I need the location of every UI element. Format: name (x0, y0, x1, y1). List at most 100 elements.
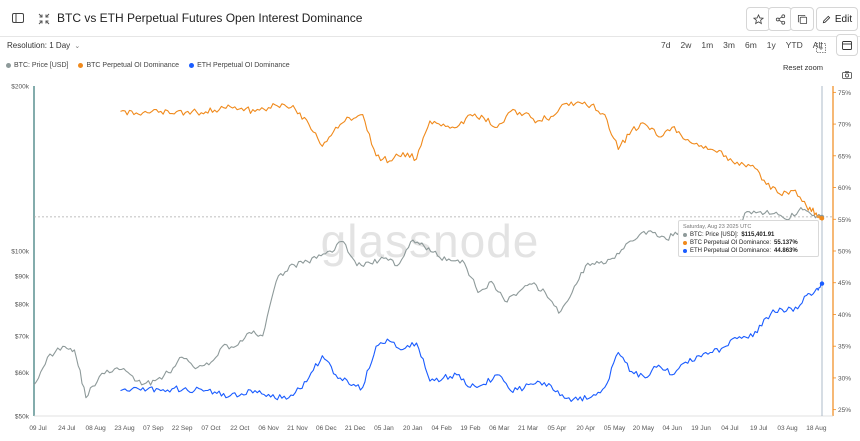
y-tick-label-right: 70% (838, 122, 851, 129)
y-tick-label-left: $80k (15, 302, 30, 309)
x-tick-label: 21 Dec (345, 425, 366, 432)
sidebar-toggle-button[interactable] (7, 7, 29, 29)
x-tick-label: 22 Sep (172, 425, 193, 432)
calendar-icon (842, 41, 852, 50)
edit-button-label: Edit (834, 13, 853, 25)
x-tick-label: 24 Jul (58, 425, 76, 432)
x-tick-label: 06 Nov (258, 425, 279, 432)
legend-label: ETH Perpetual OI Dominance (197, 62, 290, 69)
x-tick-label: 04 Jul (721, 425, 739, 432)
y-tick-label-right: 45% (838, 280, 851, 287)
sidebar-icon (12, 13, 24, 23)
page-title: BTC vs ETH Perpetual Futures Open Intere… (57, 11, 363, 25)
range-7d[interactable]: 7d (661, 40, 671, 50)
series-point-2 (819, 281, 825, 286)
y-tick-label-right: 35% (838, 344, 851, 351)
x-tick-label: 21 Nov (287, 425, 308, 432)
x-tick-label: 19 Feb (460, 425, 481, 432)
chart-legend: BTC: Price [USD] BTC Perpetual OI Domina… (6, 62, 290, 69)
x-tick-label: 19 Jun (691, 425, 711, 432)
edit-button[interactable]: Edit (816, 7, 858, 31)
range-ytd[interactable]: YTD (785, 40, 803, 50)
series-point-0 (819, 214, 825, 220)
x-tick-label: 04 Jun (662, 425, 682, 432)
legend-label: BTC: Price [USD] (14, 62, 69, 69)
y-tick-label-right: 75% (838, 90, 851, 97)
legend-dot (189, 63, 195, 68)
y-tick-label-right: 50% (838, 249, 851, 256)
range-6m[interactable]: 6m (744, 40, 757, 50)
x-tick-label: 20 Jan (403, 425, 423, 432)
resolution-select[interactable]: Resolution: 1 Day ⌄ (7, 41, 80, 50)
collapse-icon[interactable] (38, 12, 50, 25)
legend-label: BTC Perpetual OI Dominance (86, 62, 180, 69)
x-tick-label: 18 Aug (806, 425, 827, 432)
range-2w[interactable]: 2w (680, 40, 692, 50)
reset-zoom-button[interactable]: Reset zoom (783, 63, 824, 72)
y-tick-label-right: 30% (838, 375, 851, 382)
favorite-button[interactable] (746, 7, 770, 31)
x-tick-label: 20 May (633, 425, 655, 432)
tooltip-label: BTC: Price [USD]: (690, 232, 739, 238)
legend-item-btc-oi[interactable]: BTC Perpetual OI Dominance (78, 62, 179, 69)
star-icon (752, 13, 764, 24)
resolution-label: Resolution: 1 Day (7, 41, 71, 50)
x-tick-label: 05 May (604, 425, 626, 432)
y-tick-label-right: 60% (838, 185, 851, 192)
tooltip-row-btc-price: BTC: Price [USD]: $115,401.91 (683, 231, 814, 239)
series-line-1 (120, 101, 823, 220)
x-tick-label: 22 Oct (230, 425, 249, 432)
x-tick-label: 05 Apr (548, 425, 568, 432)
legend-item-eth-oi[interactable]: ETH Perpetual OI Dominance (189, 62, 290, 69)
tooltip-date: Saturday, Aug 23 2025 UTC (683, 224, 752, 230)
x-tick-label: 03 Aug (777, 425, 798, 432)
y-tick-label-right: 65% (838, 153, 851, 160)
tooltip-row-eth-oi: ETH Perpetual OI Dominance: 44.863% (683, 247, 814, 255)
series-point-1 (819, 216, 825, 221)
copy-icon (797, 14, 807, 24)
x-tick-label: 06 Dec (316, 425, 337, 432)
y-tick-label-left: $100k (11, 249, 29, 256)
share-button[interactable] (768, 7, 792, 31)
x-tick-label: 20 Apr (576, 425, 596, 432)
calendar-button[interactable] (836, 34, 858, 56)
top-bar: BTC vs ETH Perpetual Futures Open Intere… (0, 0, 860, 37)
custom-range-icon[interactable] (816, 40, 826, 53)
watermark: glassnode (321, 215, 540, 267)
x-tick-label: 09 Jul (29, 425, 47, 432)
series-line-2 (120, 283, 823, 402)
y-tick-label-left: $90k (15, 274, 30, 281)
range-1y[interactable]: 1y (766, 40, 776, 50)
range-1m[interactable]: 1m (701, 40, 714, 50)
camera-icon[interactable] (842, 66, 852, 79)
y-tick-label-right: 55% (838, 217, 851, 224)
x-tick-label: 07 Oct (201, 425, 220, 432)
tooltip-dot (683, 233, 687, 237)
y-tick-label-right: 25% (838, 407, 851, 414)
tooltip-value: 55.137% (774, 240, 798, 246)
tooltip-label: ETH Perpetual OI Dominance: (690, 248, 772, 254)
tooltip-value: 44.863% (774, 248, 798, 254)
range-3m[interactable]: 3m (723, 40, 735, 50)
tooltip-label: BTC Perpetual OI Dominance: (690, 240, 772, 246)
share-icon (775, 13, 785, 25)
tooltip-dot (683, 249, 687, 253)
legend-dot (6, 63, 11, 68)
y-tick-label-left: $200k (11, 84, 29, 91)
y-tick-label-left: $60k (15, 370, 30, 377)
x-tick-label: 06 Mar (489, 425, 510, 432)
x-tick-label: 08 Aug (86, 425, 107, 432)
y-tick-label-right: 40% (838, 312, 851, 319)
legend-dot (78, 63, 84, 68)
y-tick-label-left: $70k (15, 333, 30, 340)
legend-item-btc-price[interactable]: BTC: Price [USD] (6, 62, 68, 69)
copy-button[interactable] (790, 7, 814, 31)
x-tick-label: 05 Jan (374, 425, 394, 432)
x-tick-label: 23 Aug (114, 425, 135, 432)
x-tick-label: 21 Mar (518, 425, 539, 432)
x-tick-label: 04 Feb (431, 425, 452, 432)
tooltip-value: $115,401.91 (741, 232, 775, 238)
pencil-icon (822, 15, 831, 23)
range-all[interactable]: All (812, 40, 823, 50)
chevron-down-icon: ⌄ (74, 43, 81, 50)
